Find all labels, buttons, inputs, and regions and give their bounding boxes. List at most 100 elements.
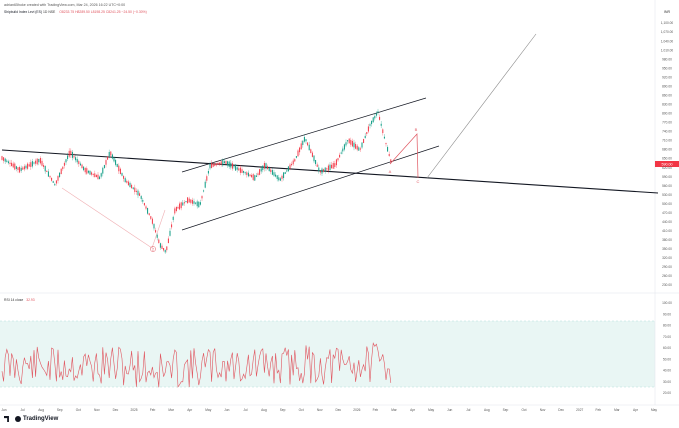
candle-body: [374, 116, 376, 119]
time-tick-label: Nov: [317, 408, 323, 412]
candle-body: [271, 170, 273, 175]
candle-body: [329, 164, 331, 171]
rsi-tick-label: 80.00: [663, 324, 671, 328]
rsi-band: [0, 321, 655, 387]
candle-body: [124, 178, 126, 183]
candle-body: [246, 172, 248, 175]
candle-body: [107, 156, 109, 160]
rsi-tick-label: 30.00: [663, 380, 671, 384]
price-tick-label: 1,100.00: [661, 21, 674, 25]
candle-body: [247, 172, 249, 177]
candle-body: [227, 161, 229, 166]
wave-abc-path[interactable]: [389, 133, 419, 179]
candle-body: [164, 249, 166, 253]
time-tick-label: Jun: [447, 408, 452, 412]
candle-body: [359, 148, 361, 150]
candle-body: [236, 167, 238, 170]
candle-body: [388, 154, 390, 156]
candle-body: [355, 143, 357, 149]
candle-body: [383, 136, 385, 139]
candle-body: [191, 199, 193, 204]
price-tick-label: 290.00: [662, 265, 672, 269]
candle-body: [185, 201, 187, 203]
candle-body: [377, 111, 379, 113]
candle-body: [169, 230, 171, 236]
rsi-tick-label: 60.00: [663, 346, 671, 350]
candle-body: [43, 165, 45, 167]
candle-body: [62, 166, 64, 170]
price-tick-label: 710.00: [662, 139, 672, 143]
symbol-legend[interactable]: Shipbuild Index Levi (ES) 1D NSE O8233.7…: [4, 10, 147, 14]
price-tick-label: 500.00: [662, 202, 672, 206]
candle-body: [47, 171, 49, 177]
time-tick-label: Sep: [57, 408, 63, 412]
candle-body: [379, 116, 381, 120]
time-tick-label: Oct: [76, 408, 81, 412]
price-tick-label: 980.00: [662, 57, 672, 61]
time-tick-label: Feb: [150, 408, 156, 412]
candle-body: [150, 216, 152, 219]
time-tick-label: Apr: [410, 408, 416, 412]
price-axis[interactable]: 1,100.00 1,070.00 1,040.00 1,010.00 980.00 95…: [661, 21, 674, 287]
candle-body: [326, 168, 328, 170]
candle-body: [259, 169, 261, 175]
time-axis[interactable]: Jun Jul Aug Sep Oct Nov Dec 2025 Feb Mar Apr May Jun…: [1, 408, 657, 412]
candle-body: [215, 163, 217, 166]
time-tick-label: Jul: [243, 408, 247, 412]
candle-body: [100, 173, 102, 177]
candle-body: [230, 162, 232, 168]
candle-body: [84, 167, 86, 173]
candle-body: [91, 172, 93, 175]
channel-upper-line[interactable]: [181, 97, 427, 173]
price-tick-label: 770.00: [662, 121, 672, 125]
time-tick-label: Nov: [540, 408, 546, 412]
time-tick-label: Apr: [187, 408, 193, 412]
time-tick-label: Jul: [466, 408, 470, 412]
candle-body: [267, 166, 269, 169]
candle-body: [60, 168, 62, 175]
candle-body: [127, 181, 129, 186]
candle-body: [358, 147, 360, 151]
price-tick-label: 650.00: [662, 157, 672, 161]
candle-body: [89, 170, 91, 175]
candle-body: [308, 144, 310, 151]
candle-body: [76, 159, 78, 163]
price-candles: [1, 108, 392, 254]
tradingview-logo[interactable]: TradingView: [4, 416, 58, 422]
candle-body: [187, 197, 189, 204]
candle-body: [23, 166, 25, 170]
rsi-legend[interactable]: RSI 14 close 32.93: [4, 298, 35, 302]
candle-body: [22, 167, 24, 170]
candle-body: [212, 163, 214, 167]
price-tick-label: 440.00: [662, 220, 672, 224]
candle-body: [225, 160, 227, 165]
candle-body: [171, 224, 173, 228]
candle-body: [14, 163, 16, 170]
candle-body: [206, 176, 208, 181]
candle-body: [310, 149, 312, 154]
candle-body: [70, 150, 72, 156]
candle-body: [57, 176, 59, 181]
candle-body: [129, 182, 131, 188]
candle-body: [3, 157, 5, 161]
candle-body: [105, 160, 107, 165]
time-tick-label: Dec: [558, 408, 564, 412]
price-tick-label: 950.00: [662, 66, 672, 70]
candle-body: [92, 173, 94, 175]
candle-body: [244, 172, 246, 174]
symbol-name: Shipbuild Index Levi (ES): [4, 10, 43, 14]
candle-body: [369, 124, 371, 126]
time-tick-label: Mar: [391, 408, 397, 412]
candle-body: [198, 201, 200, 208]
ohlc-values: O8233.75 H8289.50 L8198.25 C8241.25 −24.…: [59, 10, 147, 14]
time-tick-label: Jul: [21, 408, 25, 412]
candle-body: [103, 165, 105, 169]
candle-body: [49, 176, 51, 178]
rsi-axis[interactable]: 100.00 90.00 80.00 70.00 60.00 50.00 40.00 30.0…: [662, 301, 672, 395]
candle-body: [345, 142, 347, 146]
candle-body: [86, 168, 88, 174]
price-tick-label: 680.00: [662, 148, 672, 152]
projection-line[interactable]: [426, 33, 537, 179]
channel-lower-line[interactable]: [181, 145, 440, 231]
